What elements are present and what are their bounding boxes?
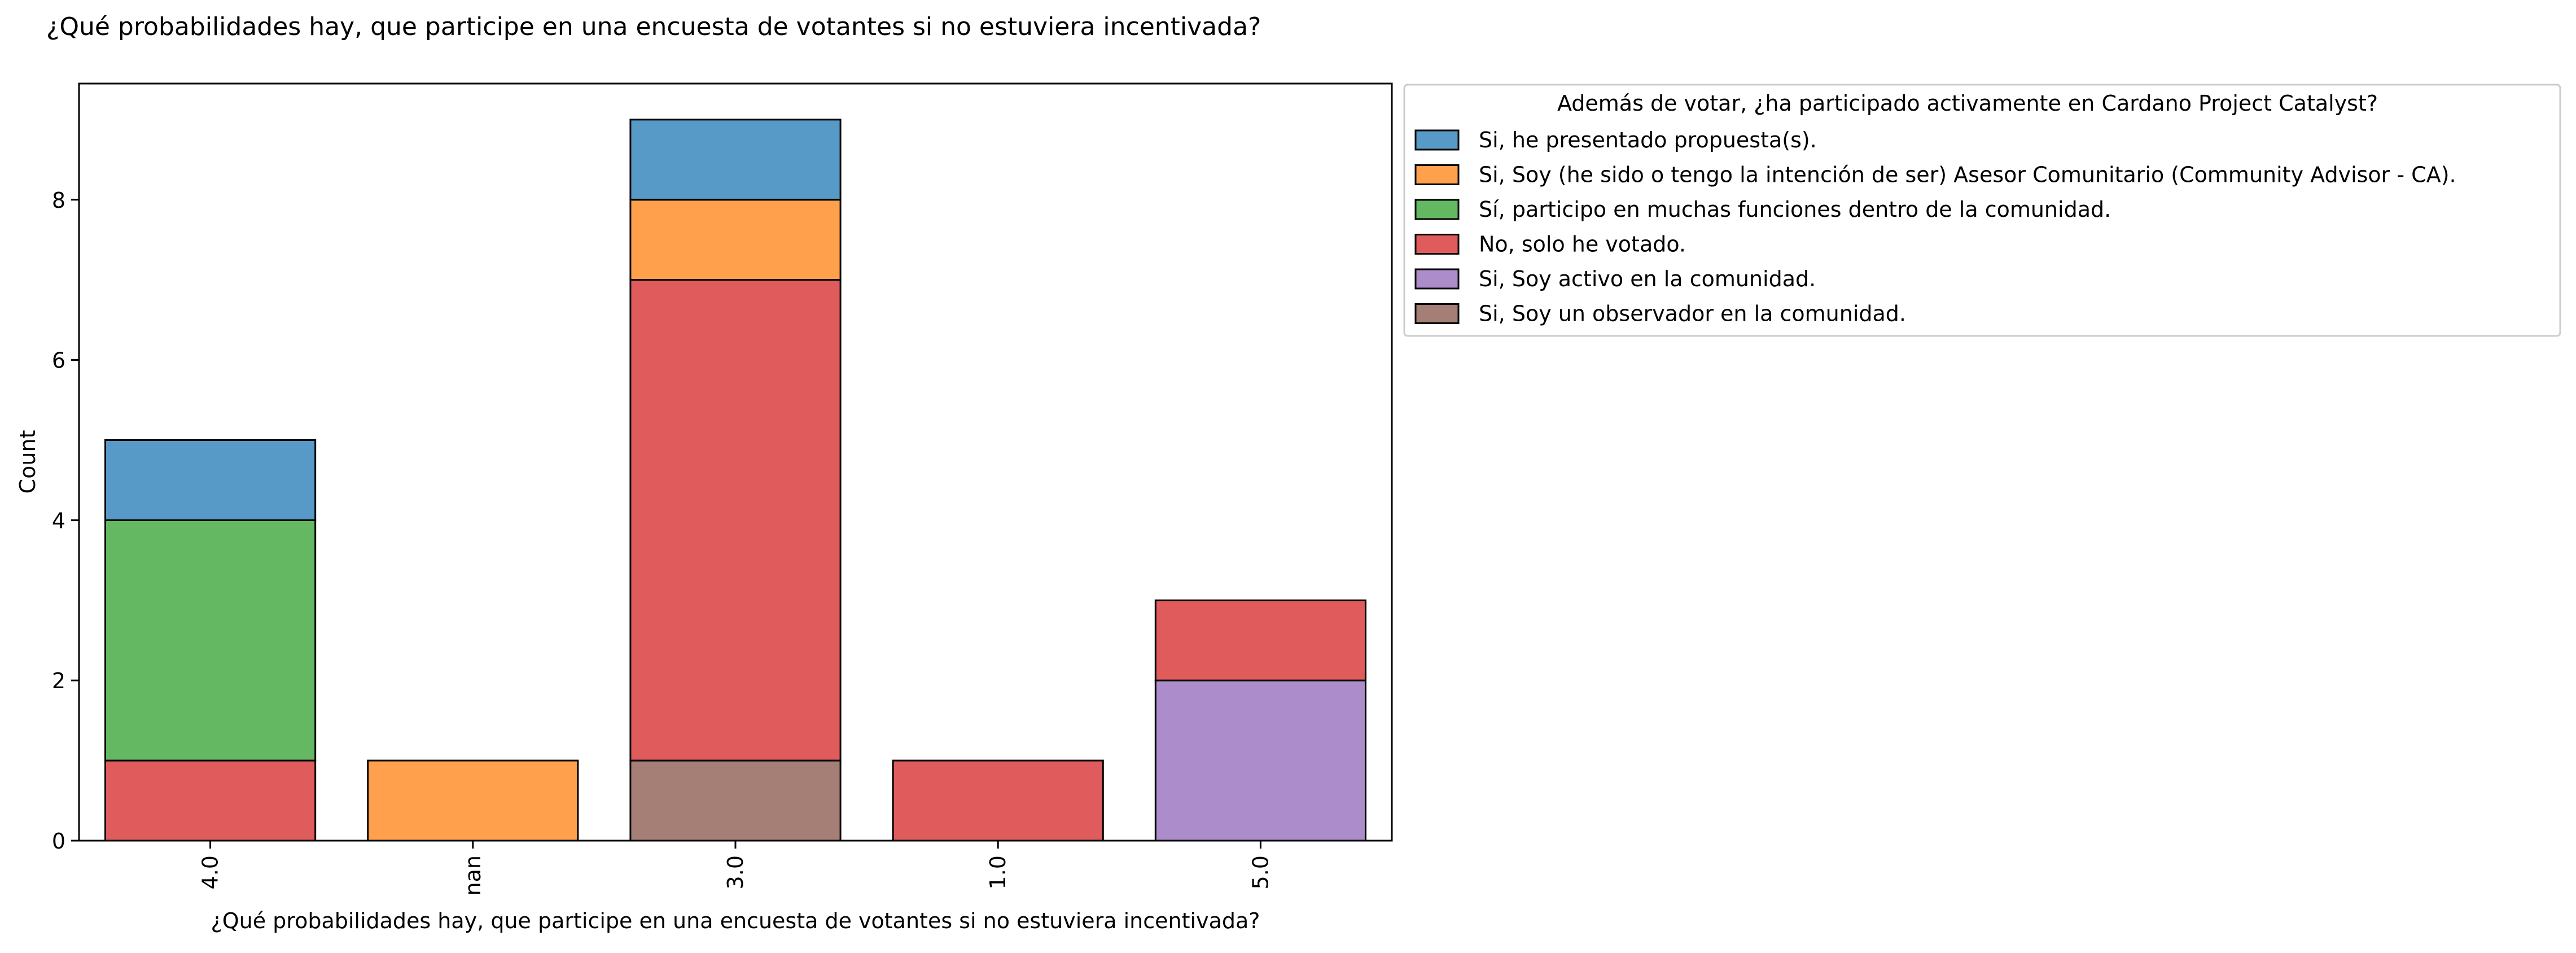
bars-layer [104, 119, 1366, 842]
legend-label: No, solo he votado. [1479, 232, 1686, 257]
bar-segment-3.0-series-0 [629, 119, 842, 201]
legend-label: Sí, participo en muchas funciones dentro… [1479, 197, 2111, 222]
y-tick-label: 4 [52, 508, 65, 533]
bar-segment-1.0-series-3 [892, 759, 1104, 842]
legend-label: Si, Soy un observador en la comunidad. [1479, 301, 1906, 326]
bar-segment-4.0-series-3 [104, 759, 317, 842]
legend-swatch [1414, 164, 1460, 185]
y-axis: 0 2 4 6 8 [52, 188, 79, 854]
chart-title: ¿Qué probabilidades hay, que participe e… [46, 12, 1261, 41]
bar-segment-4.0-series-0 [104, 439, 317, 521]
bar-segment-4.0-series-2 [104, 519, 317, 762]
legend: Además de votar, ¿ha participado activam… [1403, 84, 2561, 337]
x-axis-label: ¿Qué probabilidades hay, que participe e… [211, 908, 1260, 933]
x-axis: 4.0 nan 3.0 1.0 5.0 [198, 841, 1273, 895]
bar-segment-nan-series-1 [367, 759, 579, 842]
x-tick-label: nan [461, 855, 485, 895]
bar-segment-5.0-series-3 [1154, 599, 1366, 681]
y-tick-label: 2 [52, 668, 65, 693]
legend-swatch [1414, 234, 1460, 255]
legend-swatch [1414, 129, 1460, 151]
legend-swatch [1414, 199, 1460, 220]
legend-items: Si, he presentado propuesta(s). Si, Soy (… [1414, 128, 2456, 326]
bar-segment-3.0-series-3 [629, 279, 842, 762]
legend-frame [1403, 84, 2561, 337]
bar-segment-5.0-series-4 [1154, 679, 1366, 842]
y-tick-label: 0 [52, 829, 65, 854]
legend-label: Si, Soy activo en la comunidad. [1479, 266, 1816, 291]
bar-segment-3.0-series-1 [629, 199, 842, 281]
legend-title: Además de votar, ¿ha participado activam… [1557, 91, 2378, 116]
bar-segment-3.0-series-5 [629, 759, 842, 842]
x-tick-label: 4.0 [198, 855, 223, 889]
legend-label: Si, Soy (he sido o tengo la intención de… [1479, 163, 2456, 187]
legend-swatch [1414, 268, 1460, 290]
x-tick-label: 5.0 [1248, 855, 1273, 889]
y-tick-label: 8 [52, 188, 65, 213]
legend-label: Si, he presentado propuesta(s). [1479, 128, 1817, 152]
y-tick-label: 6 [52, 348, 65, 373]
legend-swatch [1414, 303, 1460, 324]
x-tick-label: 1.0 [985, 855, 1010, 889]
y-axis-label: Count [15, 430, 40, 494]
x-tick-label: 3.0 [723, 855, 748, 889]
